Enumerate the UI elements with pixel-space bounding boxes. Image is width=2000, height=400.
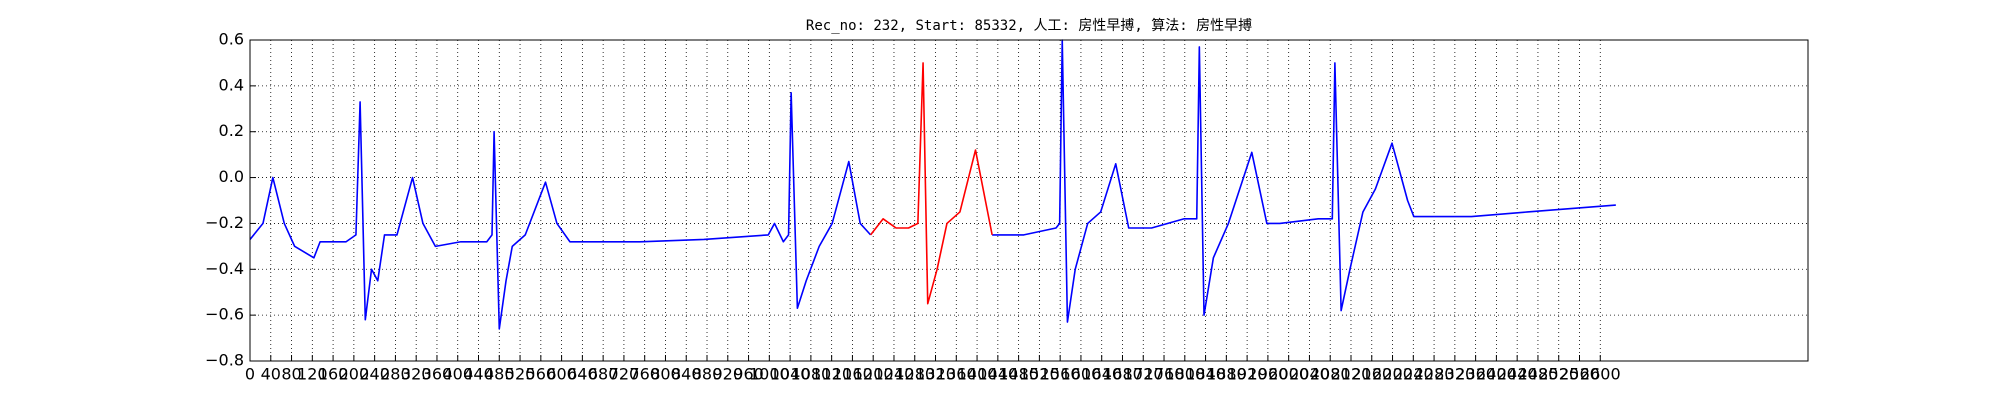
y-tick-label: −0.4 [205,259,244,278]
x-tick-label: 1360 [936,365,977,384]
x-tick-label: 2360 [1455,365,1496,384]
plot-frame [249,39,1809,362]
x-tick-label: 1960 [1248,365,1289,384]
x-tick-label: 320 [401,365,432,384]
x-tick-label: 360 [422,365,453,384]
x-tick-label: 280 [380,365,411,384]
x-tick-label: 160 [318,365,349,384]
x-tick-label: 520 [505,365,536,384]
x-tick-label: 40 [261,365,281,384]
x-tick-label: 1640 [1081,365,1122,384]
x-tick-label: 880 [692,365,723,384]
x-tick-label: 440 [463,365,494,384]
x-tick-label: 680 [588,365,619,384]
x-tick-label: 200 [339,365,370,384]
x-tick-label: 2520 [1538,365,1579,384]
y-tick-label: −0.6 [205,305,244,324]
x-tick-label: 720 [609,365,640,384]
x-tick-label: 2480 [1518,365,1559,384]
x-tick-label: 1000 [749,365,790,384]
x-tick-label: 80 [281,365,301,384]
y-tick-label: 0.6 [219,30,244,49]
x-tick-label: 960 [733,365,764,384]
x-tick-label: 2320 [1434,365,1475,384]
y-tick-label: 0.4 [219,75,244,94]
x-tick-label: 920 [713,365,744,384]
x-tick-label: 400 [442,365,473,384]
x-tick-label: 1440 [977,365,1018,384]
x-tick-label: 1240 [874,365,915,384]
x-tick-label: 1040 [770,365,811,384]
x-tick-label: 2000 [1268,365,1309,384]
y-tick-label: 0.2 [219,121,244,140]
x-tick-label: 800 [650,365,681,384]
x-tick-label: 0 [245,365,255,384]
series-line [869,62,993,305]
x-tick-label: 1120 [811,365,852,384]
x-tick-label: 600 [546,365,577,384]
x-tick-label: 2040 [1289,365,1330,384]
x-tick-label: 2400 [1476,365,1517,384]
x-tick-label: 1880 [1206,365,1247,384]
x-tick-label: 1280 [894,365,935,384]
x-tick-label: 1160 [832,365,873,384]
x-tick-label: 2560 [1559,365,1600,384]
x-tick-label: 1200 [853,365,894,384]
x-tick-label: 1080 [791,365,832,384]
x-tick-label: 1920 [1227,365,1268,384]
x-tick-label: 2160 [1351,365,1392,384]
x-tick-label: 560 [526,365,557,384]
x-tick-label: 840 [671,365,702,384]
y-tick-label: 0.0 [219,167,244,186]
x-tick-label: 1760 [1144,365,1185,384]
x-tick-label: 760 [629,365,660,384]
x-tick-label: 1560 [1040,365,1081,384]
x-tick-label: 2280 [1414,365,1455,384]
x-tick-label: 640 [567,365,598,384]
y-tick-label: −0.8 [205,351,244,370]
x-tick-label: 2200 [1372,365,1413,384]
x-tick-label: 1680 [1102,365,1143,384]
x-tick-label: 1480 [998,365,1039,384]
x-tick-label: 120 [297,365,328,384]
x-tick-label: 2240 [1393,365,1434,384]
chart-title: Rec_no: 232, Start: 85332, 人工: 房性早搏, 算法:… [806,17,1252,34]
x-tick-label: 1600 [1061,365,1102,384]
x-tick-label: 240 [359,365,390,384]
series-line [249,39,1616,330]
x-tick-label: 2600 [1580,365,1621,384]
x-tick-label: 1520 [1019,365,1060,384]
x-tick-label: 1840 [1185,365,1226,384]
x-tick-label: 1720 [1123,365,1164,384]
x-tick-label: 2080 [1310,365,1351,384]
x-tick-label: 1320 [915,365,956,384]
x-tick-label: 1400 [957,365,998,384]
x-tick-label: 2120 [1331,365,1372,384]
x-tick-label: 2440 [1497,365,1538,384]
x-tick-label: 480 [484,365,515,384]
y-tick-label: −0.2 [205,213,244,232]
x-tick-label: 1800 [1164,365,1205,384]
